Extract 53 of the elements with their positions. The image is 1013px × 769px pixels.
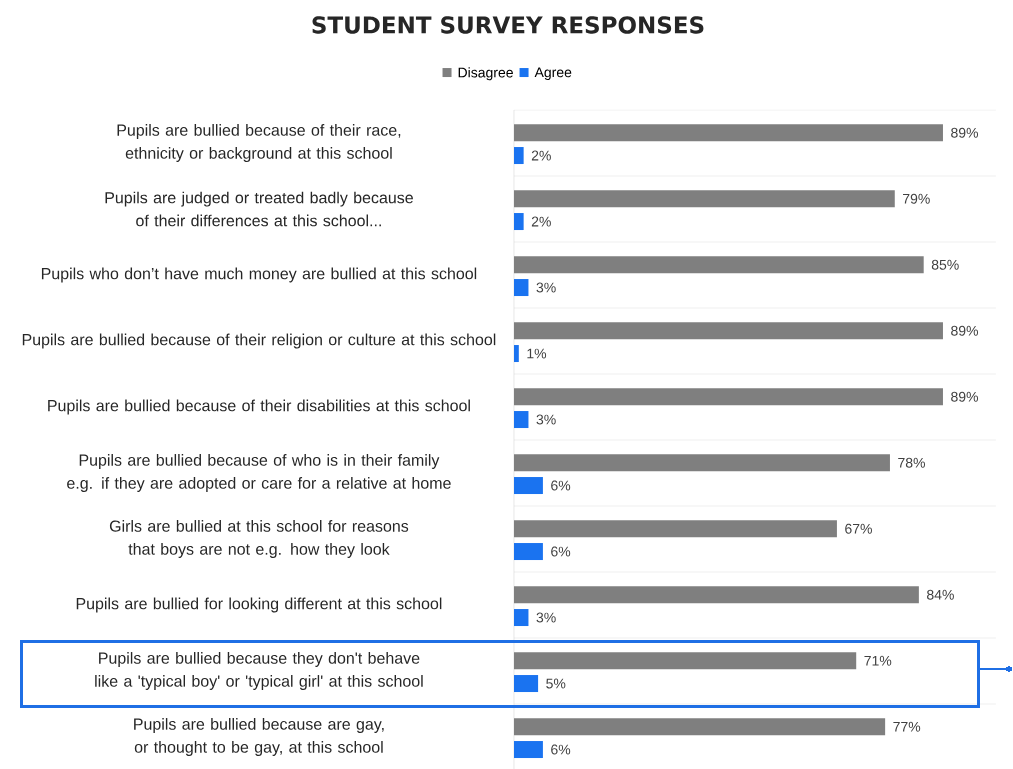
y-tick-label: Pupils are bullied for looking different at this school: [76, 597, 442, 613]
y-tick-label: Pupils are bullied because of their religion or culture at this school: [22, 333, 496, 349]
data-label: 77%: [893, 721, 921, 732]
data-label: 1%: [527, 348, 547, 359]
data-label: 5%: [546, 678, 566, 689]
y-tick-label: Pupils are bullied because of their disabilities at this school: [48, 399, 470, 415]
bar: [514, 586, 919, 604]
data-label: 71%: [864, 655, 892, 666]
bar: [514, 675, 539, 693]
bar: [514, 411, 529, 429]
y-tick-label: Pupils are bullied because of who is in their family e.g. if they are adopted or care for a relative at home: [67, 454, 451, 492]
bar: [514, 279, 529, 297]
bar: [514, 609, 529, 627]
bar: [514, 718, 886, 736]
bar: [514, 454, 890, 472]
y-tick-label: Pupils are bullied because of their race, ethnicity or background at this school: [117, 124, 401, 162]
data-label: 2%: [531, 216, 551, 227]
bar: [514, 213, 524, 231]
data-label: 3%: [536, 282, 556, 293]
bar: [514, 388, 943, 406]
data-label: 3%: [536, 612, 556, 623]
bar: [514, 190, 895, 208]
bar: [514, 345, 519, 363]
data-label: 3%: [536, 414, 556, 425]
data-label: 89%: [951, 127, 979, 138]
bar: [514, 256, 924, 274]
data-label: 6%: [551, 744, 571, 755]
legend-label: Disagree: [458, 67, 513, 81]
bar: [514, 124, 943, 142]
data-label: 6%: [551, 546, 571, 557]
bar: [514, 652, 857, 670]
y-tick-label: Pupils who don’t have much money are bullied at this school: [41, 267, 477, 283]
data-label: 2%: [531, 150, 551, 161]
chart-title: STUDENT SURVEY RESPONSES: [312, 16, 704, 34]
y-tick-label: Pupils are bullied because they don't behave like a 'typical boy' or 'typical girl' at this school: [95, 652, 423, 690]
bar: [514, 477, 543, 495]
data-label: 89%: [951, 325, 979, 336]
data-label: 67%: [845, 523, 872, 534]
data-label: 6%: [551, 480, 571, 491]
y-tick-label: Girls are bullied at this school for reasons that boys are not e.g. how they look: [109, 520, 409, 558]
data-label: 89%: [951, 391, 979, 402]
data-label: 79%: [903, 193, 930, 204]
bar: [514, 543, 543, 561]
data-label: 84%: [927, 589, 954, 600]
legend-label: Agree: [534, 67, 572, 81]
data-label: 78%: [898, 457, 925, 468]
y-tick-label: Pupils are judged or treated badly because of their differences at this school...: [105, 191, 413, 227]
data-label: 85%: [931, 259, 959, 270]
bar: [514, 741, 543, 759]
bar: [514, 147, 524, 165]
bar: [514, 322, 943, 340]
bar: [514, 520, 837, 538]
y-tick-label: Pupils are bullied because are gay, or thought to be gay, at this school: [134, 718, 384, 756]
